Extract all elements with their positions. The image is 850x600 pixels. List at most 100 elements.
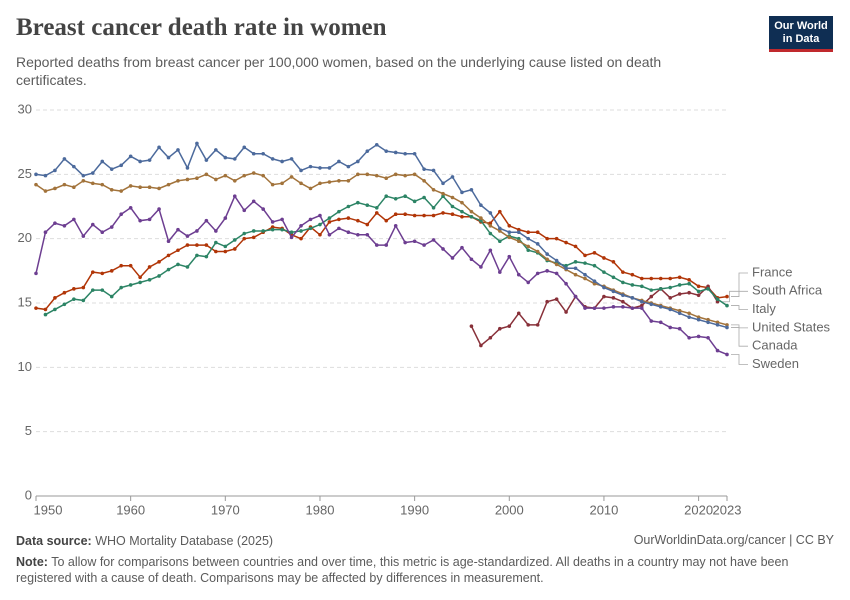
- data-point: [715, 323, 720, 327]
- data-point: [72, 287, 76, 291]
- data-point: [431, 205, 436, 210]
- data-point: [346, 164, 351, 169]
- data-point: [412, 172, 417, 177]
- data-point: [214, 148, 218, 152]
- credit[interactable]: OurWorldinData.org/cancer | CC BY: [633, 533, 834, 547]
- data-point: [337, 209, 341, 214]
- data-point: [479, 216, 483, 220]
- data-point: [119, 163, 123, 168]
- y-tick-label: 30: [18, 101, 32, 116]
- data-point: [384, 243, 389, 247]
- data-point: [128, 283, 133, 287]
- data-point: [583, 306, 587, 310]
- data-point: [696, 293, 701, 298]
- data-point: [535, 230, 540, 235]
- data-point: [81, 178, 86, 183]
- data-point: [157, 207, 161, 211]
- data-point: [516, 272, 521, 277]
- data-point: [602, 306, 606, 310]
- label-connector: [731, 327, 748, 347]
- data-point: [564, 266, 568, 271]
- data-point: [545, 252, 549, 256]
- data-point: [469, 257, 474, 262]
- data-point: [119, 212, 123, 217]
- data-point: [384, 176, 389, 180]
- data-point: [109, 167, 114, 171]
- series-label: France: [752, 264, 792, 279]
- data-point: [157, 186, 161, 191]
- data-point: [488, 211, 493, 215]
- data-point: [384, 194, 389, 199]
- data-point: [611, 260, 616, 264]
- data-point: [621, 293, 625, 298]
- data-point: [214, 249, 218, 254]
- data-point: [554, 262, 559, 267]
- x-tick-label: 2010: [589, 502, 618, 517]
- data-point: [507, 224, 512, 228]
- y-tick-label: 20: [18, 230, 32, 245]
- data-point: [677, 308, 682, 313]
- data-point: [90, 171, 95, 175]
- data-point: [687, 311, 691, 316]
- logo[interactable]: Our World in Data: [769, 16, 833, 52]
- data-point: [422, 213, 426, 218]
- data-point: [573, 244, 578, 249]
- data-point: [422, 178, 426, 183]
- data-point: [128, 263, 133, 268]
- data-point: [621, 270, 625, 274]
- data-point: [81, 234, 86, 238]
- data-point: [166, 253, 171, 258]
- data-point: [81, 285, 86, 290]
- data-point: [431, 213, 436, 218]
- data-point: [374, 205, 379, 210]
- data-point: [356, 172, 360, 177]
- data-point: [251, 199, 256, 204]
- data-point: [592, 279, 597, 283]
- data-point: [318, 181, 322, 186]
- data-point: [43, 312, 48, 317]
- data-point: [460, 245, 464, 250]
- data-point: [72, 217, 76, 222]
- data-point: [422, 195, 426, 200]
- data-point: [318, 233, 322, 237]
- data-point: [166, 267, 171, 272]
- data-point: [687, 278, 691, 282]
- data-point: [498, 226, 502, 231]
- data-point: [308, 226, 313, 231]
- data-point: [100, 182, 105, 187]
- data-point: [422, 167, 426, 171]
- data-point: [204, 158, 209, 162]
- data-point: [346, 178, 351, 183]
- data-point: [280, 159, 284, 164]
- data-point: [554, 258, 559, 263]
- data-point: [374, 211, 379, 215]
- data-point: [441, 191, 445, 196]
- x-tick-label: 1950: [34, 502, 63, 517]
- data-point: [441, 181, 445, 186]
- data-point: [280, 227, 284, 232]
- label-connector: [731, 272, 748, 297]
- data-point: [214, 229, 218, 233]
- data-point: [128, 184, 133, 188]
- data-point: [516, 230, 521, 235]
- data-point: [128, 205, 133, 210]
- data-point: [261, 207, 265, 211]
- data-point: [337, 178, 341, 183]
- data-point: [138, 275, 142, 280]
- data-point: [450, 256, 455, 260]
- data-point: [403, 173, 407, 178]
- data-point: [318, 166, 322, 170]
- data-point: [479, 343, 483, 348]
- data-point: [43, 307, 48, 312]
- data-point: [251, 229, 256, 233]
- data-point: [81, 173, 86, 178]
- data-point: [327, 180, 332, 184]
- x-tick-label: 2000: [495, 502, 524, 517]
- data-point: [204, 218, 209, 223]
- data-point: [34, 271, 38, 276]
- data-point: [583, 253, 587, 258]
- logo-line: Our World: [774, 20, 828, 32]
- data-point: [583, 272, 587, 277]
- data-point: [242, 236, 247, 241]
- data-point: [393, 150, 398, 155]
